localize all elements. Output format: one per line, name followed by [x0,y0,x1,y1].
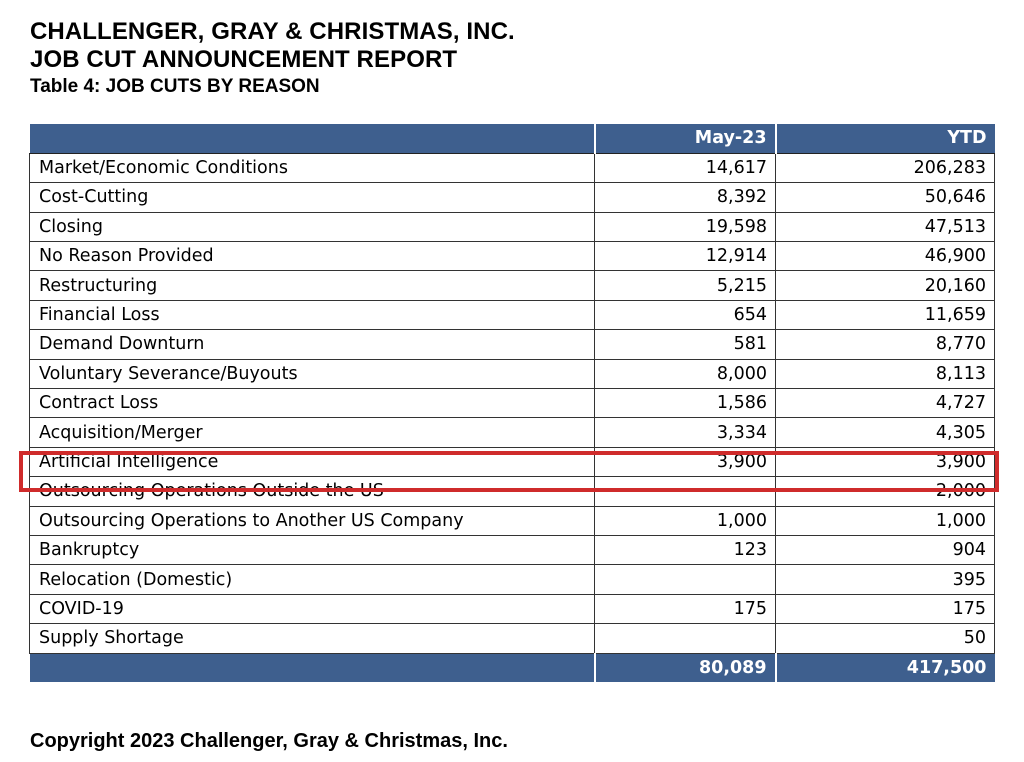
month-cell: 5,215 [594,270,776,301]
table-row: Closing 19,598 47,513 [29,212,995,243]
month-cell: 123 [594,535,776,566]
job-cuts-table: May-23 YTD Market/Economic Conditions 14,… [29,124,995,683]
reason-cell: Voluntary Severance/Buyouts [29,359,595,390]
company-name: CHALLENGER, GRAY & CHRISTMAS, INC. [30,18,515,45]
month-cell [594,564,776,595]
reason-cell: Restructuring [29,270,595,301]
reason-cell: COVID-19 [29,594,595,625]
table-row: Financial Loss 654 11,659 [29,300,995,331]
ytd-cell: 46,900 [775,241,995,272]
month-cell: 3,334 [594,417,776,448]
month-cell: 12,914 [594,241,776,272]
ytd-cell: 4,727 [775,388,995,419]
totals-month: 80,089 [593,653,776,683]
table-row: Outsourcing Operations Outside the US 2,0… [29,476,995,507]
ytd-cell: 4,305 [775,417,995,448]
ytd-cell: 20,160 [775,270,995,301]
month-cell: 1,000 [594,506,776,536]
table-row: No Reason Provided 12,914 46,900 [29,241,995,272]
reason-cell: Acquisition/Merger [29,417,595,448]
reason-cell: Market/Economic Conditions [29,153,595,184]
month-cell: 654 [594,300,776,331]
ytd-cell: 8,113 [775,359,995,390]
table-row: Artificial Intelligence 3,900 3,900 [29,447,995,478]
table-row: Contract Loss 1,586 4,727 [29,388,995,419]
reason-cell: Supply Shortage [29,623,595,654]
reason-cell: Cost-Cutting [29,182,595,213]
ytd-cell: 1,000 [775,506,995,536]
column-header-month: May-23 [593,124,776,154]
table-header-row: May-23 YTD [29,124,995,154]
ytd-cell: 175 [775,594,995,625]
column-header-reason [29,124,595,154]
reason-cell: No Reason Provided [29,241,595,272]
month-cell: 14,617 [594,153,776,184]
table-row: Restructuring 5,215 20,160 [29,270,995,301]
table-row: Supply Shortage 50 [29,623,995,654]
table-body: Market/Economic Conditions 14,617 206,283 C… [29,153,995,654]
table-row: Acquisition/Merger 3,334 4,305 [29,417,995,448]
ytd-cell: 11,659 [775,300,995,331]
reason-cell: Demand Downturn [29,329,595,360]
month-cell: 8,392 [594,182,776,213]
column-header-ytd: YTD [774,124,995,154]
month-cell: 1,586 [594,388,776,419]
month-cell [594,623,776,654]
ytd-cell: 2,000 [775,476,995,507]
totals-row: 80,089 417,500 [29,653,995,683]
totals-label [29,653,595,683]
month-cell: 175 [594,594,776,625]
month-cell [594,476,776,507]
table-row: Market/Economic Conditions 14,617 206,283 [29,153,995,184]
ytd-cell: 395 [775,564,995,595]
reason-cell: Outsourcing Operations Outside the US [29,476,595,507]
reason-cell: Financial Loss [29,300,595,331]
reason-cell: Contract Loss [29,388,595,419]
report-title: JOB CUT ANNOUNCEMENT REPORT [30,46,458,73]
month-cell: 581 [594,329,776,360]
table-row: Voluntary Severance/Buyouts 8,000 8,113 [29,359,995,390]
reason-cell: Bankruptcy [29,535,595,566]
table-row: COVID-19 175 175 [29,594,995,625]
reason-cell: Closing [29,212,595,243]
table-row: Outsourcing Operations to Another US Com… [29,506,995,536]
table-title: Table 4: JOB CUTS BY REASON [30,76,320,97]
month-cell: 8,000 [594,359,776,390]
ytd-cell: 8,770 [775,329,995,360]
totals-ytd: 417,500 [774,653,995,683]
ytd-cell: 50,646 [775,182,995,213]
reason-cell: Artificial Intelligence [29,447,595,478]
copyright-text: Copyright 2023 Challenger, Gray & Christ… [30,730,508,752]
table-row: Cost-Cutting 8,392 50,646 [29,182,995,213]
table-row: Relocation (Domestic) 395 [29,564,995,595]
reason-cell: Outsourcing Operations to Another US Com… [29,506,595,536]
reason-cell: Relocation (Domestic) [29,564,595,595]
ytd-cell: 47,513 [775,212,995,243]
ytd-cell: 206,283 [775,153,995,184]
table-row: Bankruptcy 123 904 [29,535,995,566]
table-row: Demand Downturn 581 8,770 [29,329,995,360]
ytd-cell: 904 [775,535,995,566]
month-cell: 3,900 [594,447,776,478]
ytd-cell: 3,900 [775,447,995,478]
ytd-cell: 50 [775,623,995,654]
month-cell: 19,598 [594,212,776,243]
